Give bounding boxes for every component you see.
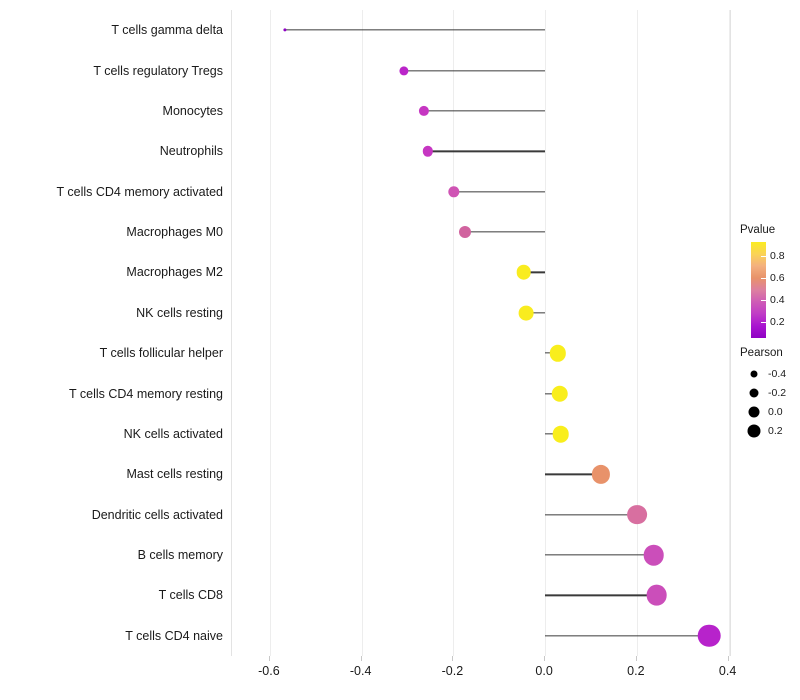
lollipop-dot[interactable] [549,344,567,362]
lollipop-stem [525,312,546,314]
pvalue-color-legend: Pvalue 0.8 0.6 0.4 0.2 [740,224,800,338]
x-tick-label-2: -0.2 [441,664,464,678]
x-tick-label-3: 0.0 [535,664,553,678]
lollipop-stem [284,29,546,31]
x-axis: -0.6 -0.4 -0.2 0.0 0.2 0.4 [231,656,736,696]
y-axis-label-2: Monocytes [162,103,223,118]
pearson-size-legend: Pearson -0.4 -0.2 0.0 0.2 [740,347,800,441]
pvalue-colorbar-label-2: 0.4 [770,293,785,306]
pearson-size-dot [749,388,759,398]
pvalue-colorbar-tick-3 [761,322,767,324]
pvalue-colorbar-tick-2 [761,299,767,301]
pvalue-colorbar-wrap: 0.8 0.6 0.4 0.2 [740,241,800,338]
pearson-size-dot [747,424,761,438]
y-axis-label-6: Macrophages M2 [126,265,223,280]
pvalue-colorbar-label-1: 0.6 [770,271,785,284]
lollipop-dot[interactable] [458,226,471,239]
pearson-size-dot [750,370,758,378]
pvalue-legend-title: Pvalue [740,224,776,236]
lollipop-dot[interactable] [399,65,409,76]
gridline-x-5 [728,10,730,656]
y-axis-label-9: T cells CD4 memory resting [69,386,223,401]
x-tick-label-5: 0.4 [718,664,737,678]
lollipop-dot[interactable] [646,585,667,606]
lollipop-dot[interactable] [418,105,429,117]
x-tick-mark-4 [635,656,637,661]
lollipop-dot[interactable] [518,305,534,321]
x-tick-mark-1 [360,656,362,661]
pearson-size-entry-3: 0.2 [740,422,800,441]
y-axis-label-0: T cells gamma delta [111,22,223,37]
lollipop-stem [453,191,546,193]
y-axis-label-14: T cells CD8 [158,588,223,603]
lollipop-stem [545,473,602,475]
y-axis-label-15: T cells CD4 naive [125,628,223,643]
pvalue-colorbar-label-3: 0.2 [770,315,785,328]
pearson-size-label: -0.4 [768,367,787,380]
y-axis-label-13: B cells memory [137,547,223,562]
lollipop-dot[interactable] [552,425,569,443]
gridline-x-0 [269,10,271,656]
plot-panel [231,10,731,656]
gridline-x-4 [636,10,638,656]
lollipop-dot[interactable] [627,504,648,525]
pearson-size-entry-0: -0.4 [740,365,800,384]
pearson-size-entry-1: -0.2 [740,384,800,403]
y-axis-label-4: T cells CD4 memory activated [56,184,224,199]
y-axis-labels: T cells gamma delta T cells regulatory Tr… [0,10,224,656]
pearson-legend-title: Pearson [740,347,783,359]
lollipop-dot[interactable] [591,465,611,484]
y-axis-label-12: Dendritic cells activated [91,507,223,522]
pvalue-colorbar-tick-0 [761,255,767,257]
y-axis-label-7: NK cells resting [136,305,223,320]
pvalue-colorbar-label-0: 0.8 [770,249,785,262]
lollipop-stem [523,271,546,274]
pvalue-colorbar-tick-1 [761,277,767,279]
pearson-size-label: 0.0 [768,405,783,418]
x-tick-mark-0 [268,656,270,661]
lollipop-dot[interactable] [551,385,569,402]
pearson-size-label: 0.2 [768,424,783,437]
lollipop-stem [427,150,546,152]
lollipop-dot[interactable] [282,28,287,32]
x-tick-label-0: -0.6 [258,664,280,678]
lollipop-dot[interactable] [643,544,665,566]
lollipop-stem [545,554,654,556]
x-tick-mark-2 [452,656,454,661]
x-tick-mark-3 [544,656,546,661]
x-tick-label-1: -0.4 [349,664,372,678]
pvalue-colorbar [751,241,766,338]
lollipop-dot[interactable] [448,185,460,198]
gridline-x-2 [453,10,455,656]
lollipop-stem [545,594,657,597]
lollipop-stem [545,635,710,637]
y-axis-label-8: T cells follicular helper [99,345,223,360]
y-axis-label-5: Macrophages M0 [126,224,223,239]
y-axis-label-10: NK cells activated [123,426,223,441]
pearson-size-entry-2: 0.0 [740,403,800,422]
y-axis-label-1: T cells regulatory Tregs [93,63,223,78]
pearson-size-entries: -0.4 -0.2 0.0 0.2 [740,365,800,441]
pearson-size-label: -0.2 [768,386,787,399]
lollipop-stem [464,231,546,233]
y-axis-label-11: Mast cells resting [126,467,223,482]
gridline-x-3 [545,10,547,656]
y-axis-label-3: Neutrophils [159,144,223,159]
x-tick-label-4: 0.2 [627,664,645,678]
lollipop-stem [423,110,546,112]
lollipop-dot[interactable] [422,146,433,157]
gridline-x-1 [361,10,363,656]
lollipop-dot[interactable] [516,265,531,280]
lollipop-dot[interactable] [698,624,721,648]
pearson-size-dot [748,406,760,418]
x-tick-mark-5 [727,656,729,661]
lollipop-stem [545,514,638,516]
lollipop-stem [403,69,546,72]
